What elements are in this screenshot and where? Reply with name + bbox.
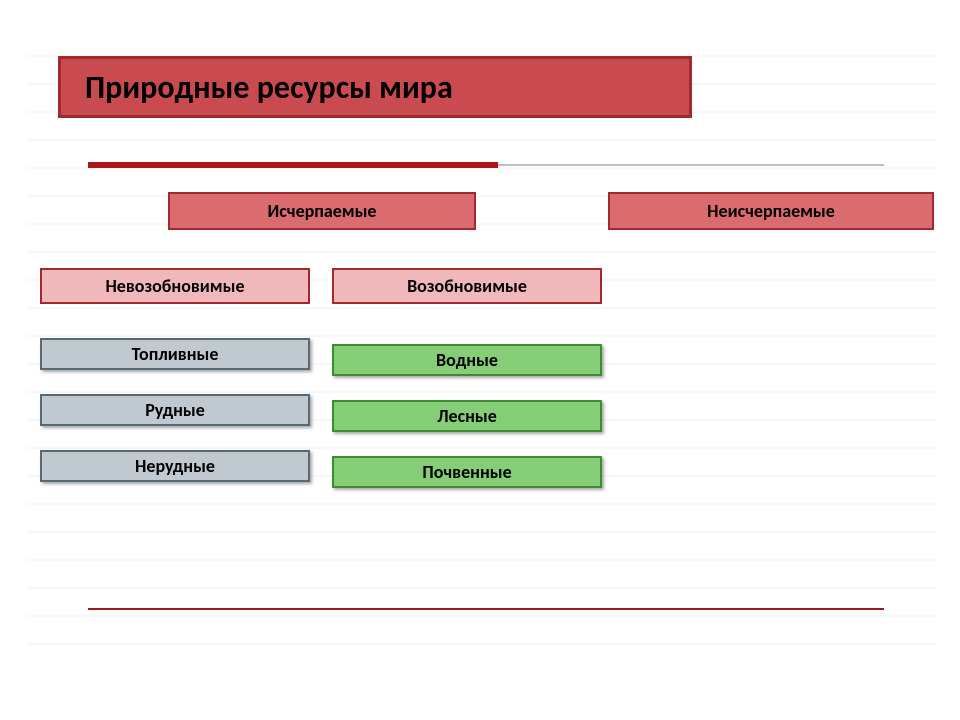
- level3-left-box-label: Рудные: [145, 399, 205, 421]
- level3-left-box-label: Нерудные: [135, 455, 215, 477]
- level3-right-box-forest: Лесные: [332, 400, 602, 432]
- divider-top-thick: [88, 162, 498, 168]
- level1-box-label: Исчерпаемые: [268, 200, 377, 222]
- divider-bottom: [88, 608, 884, 610]
- level3-left-box-nonore: Нерудные: [40, 450, 310, 482]
- level2-box-label: Невозобновимые: [105, 275, 244, 297]
- level1-box-exhaustible: Исчерпаемые: [168, 192, 476, 230]
- slide-canvas: Природные ресурсы мира Исчерпаемые Неисче…: [0, 0, 960, 720]
- level1-box-label: Неисчерпаемые: [707, 200, 835, 222]
- divider-top-thin: [498, 164, 884, 166]
- level3-right-box-soil: Почвенные: [332, 456, 602, 488]
- level3-left-box-label: Топливные: [132, 343, 219, 365]
- title-box: Природные ресурсы мира: [58, 56, 692, 118]
- level2-box-label: Возобновимые: [407, 275, 527, 297]
- level2-box-nonrenewable: Невозобновимые: [40, 268, 310, 304]
- level3-right-box-label: Почвенные: [422, 461, 511, 483]
- title-text: Природные ресурсы мира: [85, 68, 453, 107]
- level1-box-inexhaustible: Неисчерпаемые: [608, 192, 934, 230]
- level3-left-box-fuel: Топливные: [40, 338, 310, 370]
- level3-right-box-label: Водные: [436, 349, 498, 371]
- level3-right-box-water: Водные: [332, 344, 602, 376]
- level2-box-renewable: Возобновимые: [332, 268, 602, 304]
- level3-right-box-label: Лесные: [437, 405, 497, 427]
- level3-left-box-ore: Рудные: [40, 394, 310, 426]
